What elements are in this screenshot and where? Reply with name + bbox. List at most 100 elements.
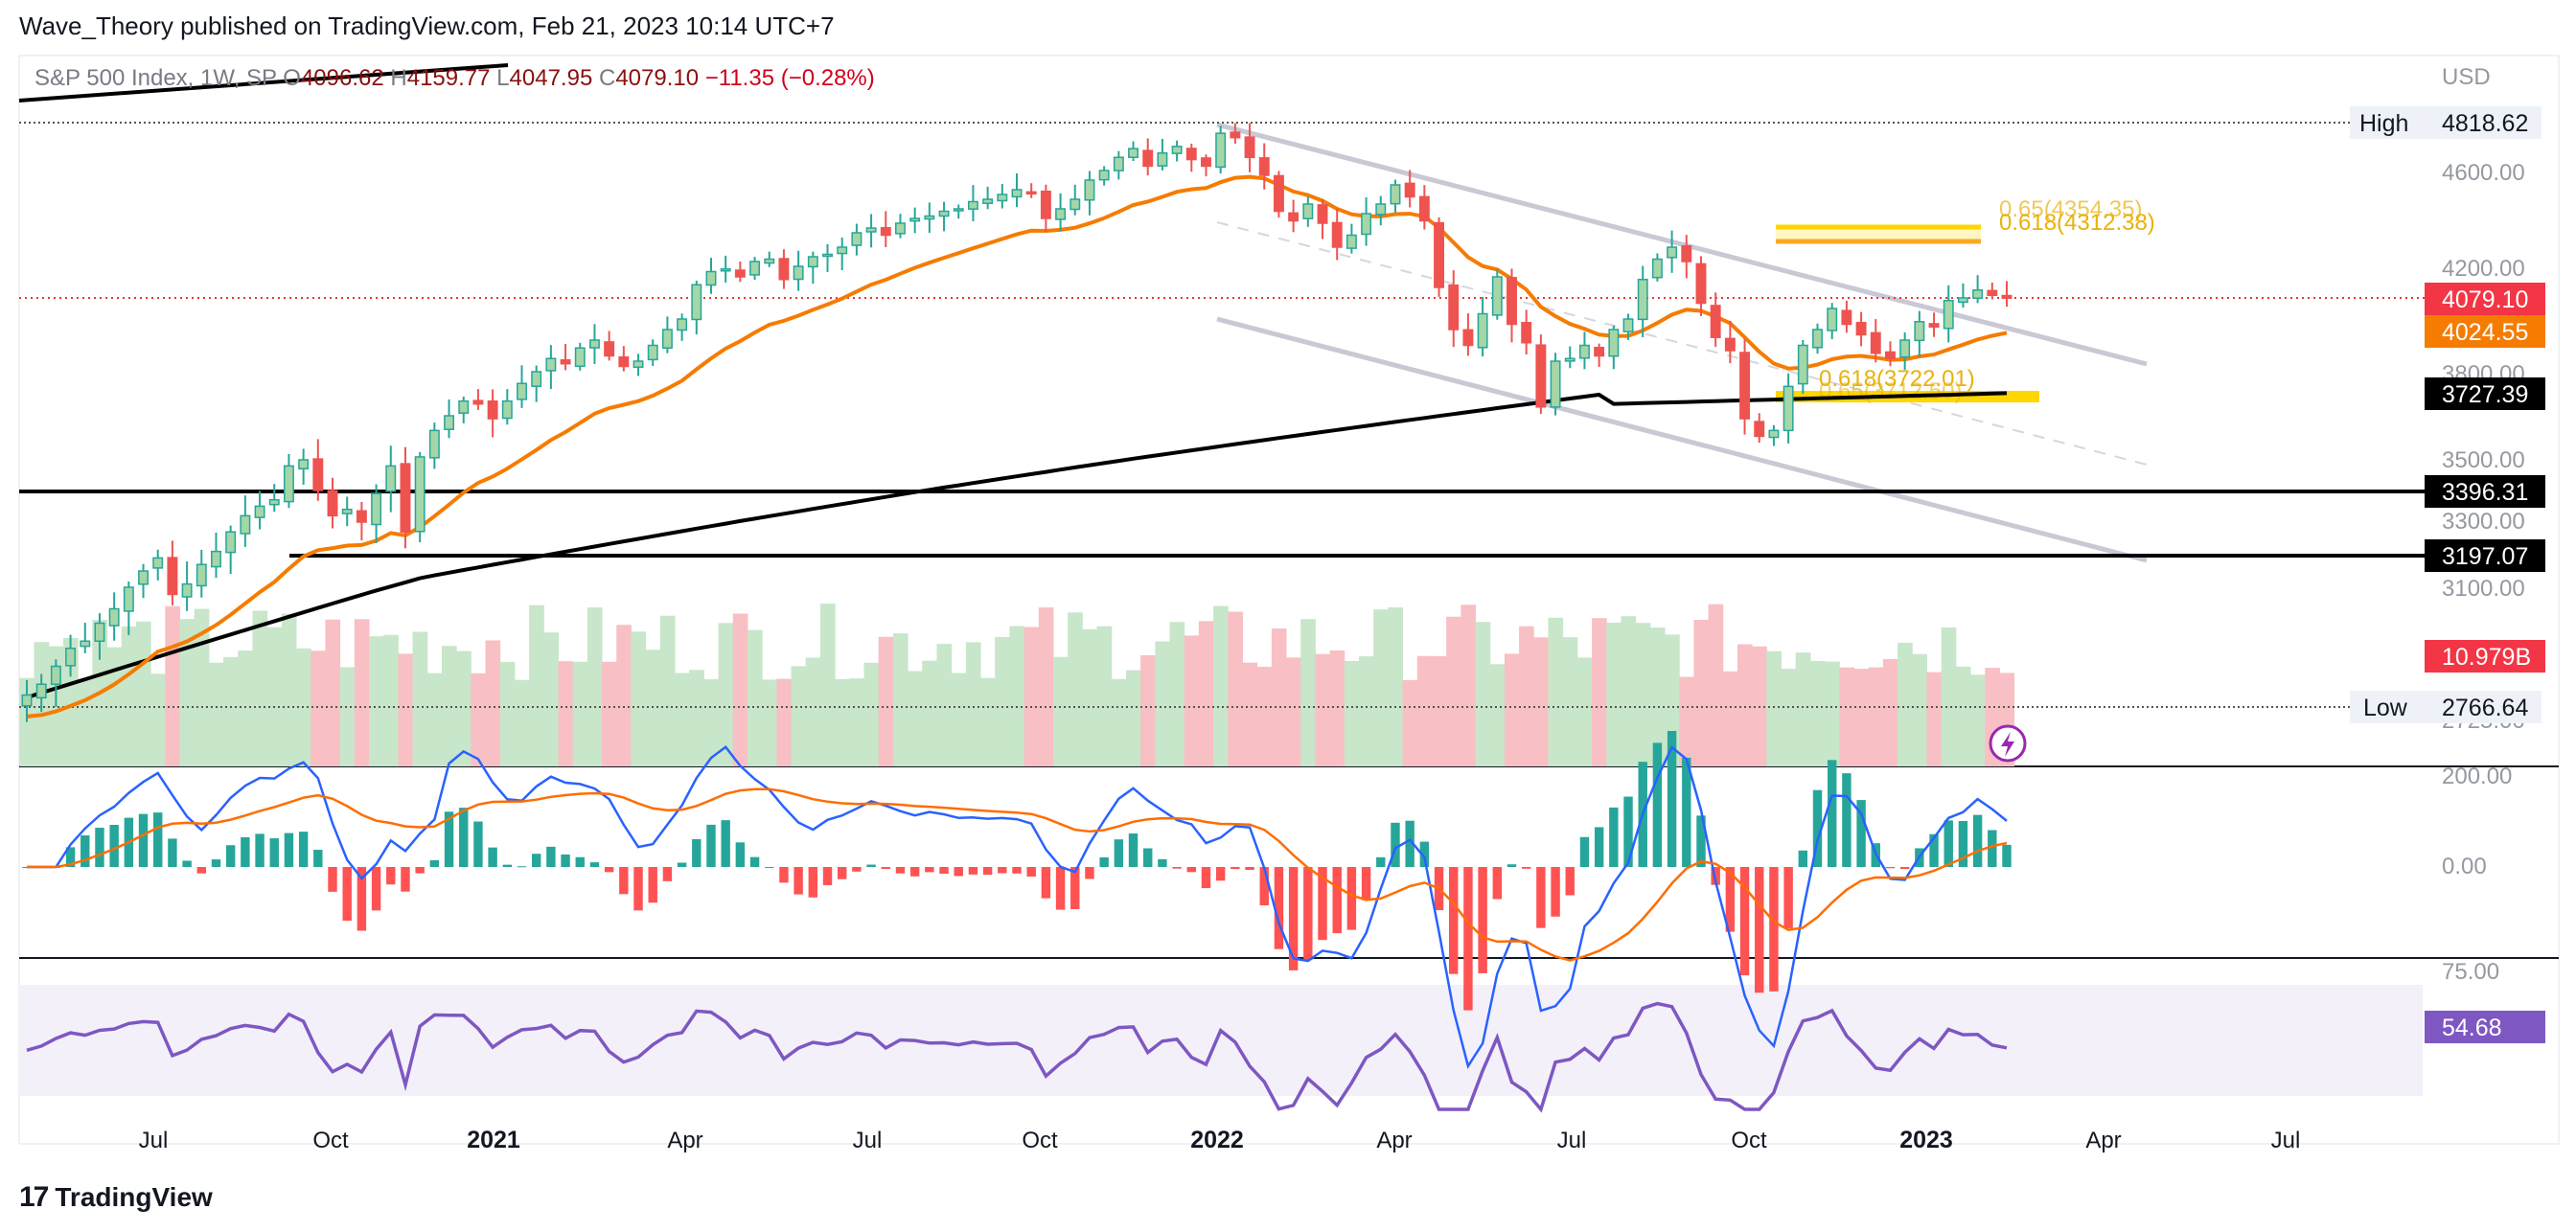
candle[interactable] — [560, 344, 571, 371]
candle[interactable] — [1113, 150, 1124, 180]
candle[interactable] — [851, 223, 862, 256]
candle[interactable] — [1084, 171, 1095, 216]
candle[interactable] — [517, 365, 527, 408]
horizontal-levels[interactable] — [18, 63, 2425, 708]
candle[interactable] — [1957, 283, 1968, 308]
candle[interactable] — [734, 261, 746, 283]
candle[interactable] — [108, 592, 120, 641]
ema-50-line[interactable] — [26, 174, 2008, 719]
candle[interactable] — [618, 346, 630, 372]
macd-line[interactable] — [27, 744, 2008, 1069]
candle[interactable] — [807, 251, 818, 285]
candle[interactable] — [356, 501, 367, 540]
trendline-top-left[interactable] — [18, 63, 509, 103]
macd-signal-line[interactable] — [27, 787, 2008, 962]
symbol-legend[interactable]: S&P 500 Index, 1W, SP O4096.62 H4159.77 … — [34, 65, 875, 92]
candle[interactable] — [1491, 269, 1503, 320]
candle[interactable] — [1899, 332, 1911, 371]
candle[interactable] — [341, 496, 353, 527]
candle[interactable] — [283, 453, 294, 509]
candle[interactable] — [1695, 256, 1707, 316]
candle[interactable] — [837, 237, 848, 271]
candle[interactable] — [1273, 171, 1284, 218]
candle[interactable] — [428, 422, 440, 469]
candle[interactable] — [1812, 323, 1823, 354]
flash-icon[interactable] — [1989, 724, 2027, 763]
candle[interactable] — [65, 634, 77, 677]
candle[interactable] — [632, 354, 644, 376]
candle[interactable] — [749, 257, 761, 281]
candle[interactable] — [574, 342, 586, 371]
candle[interactable] — [2001, 281, 2012, 308]
candle[interactable] — [152, 549, 164, 581]
candle[interactable] — [1928, 312, 1940, 337]
channel-upper-line[interactable] — [1216, 122, 2148, 367]
candle[interactable] — [1987, 282, 1998, 300]
candle[interactable] — [1128, 141, 1138, 162]
candle[interactable] — [1025, 183, 1037, 198]
candle[interactable] — [1215, 125, 1227, 174]
trend-channel[interactable] — [1216, 122, 2148, 563]
candle[interactable] — [298, 448, 310, 485]
candle[interactable] — [225, 525, 237, 575]
candle[interactable] — [1594, 343, 1605, 367]
candle[interactable] — [793, 250, 804, 291]
candle[interactable] — [385, 445, 397, 513]
candle[interactable] — [487, 389, 498, 438]
candle[interactable] — [1404, 170, 1415, 208]
candle[interactable] — [1448, 270, 1460, 348]
candle[interactable] — [21, 679, 33, 722]
candle[interactable] — [545, 345, 557, 390]
candle[interactable] — [1244, 123, 1255, 172]
sma-200-path[interactable] — [26, 391, 2008, 699]
candle[interactable] — [1258, 143, 1270, 190]
candle[interactable] — [1754, 413, 1765, 444]
candle[interactable] — [1157, 138, 1168, 171]
candle[interactable] — [1361, 197, 1372, 246]
candle[interactable] — [312, 439, 324, 501]
candle[interactable] — [1855, 311, 1867, 347]
candle[interactable] — [1346, 223, 1357, 254]
sma-200-line[interactable] — [26, 391, 2008, 699]
candle[interactable] — [1739, 338, 1751, 435]
candle[interactable] — [531, 365, 542, 402]
candle[interactable] — [181, 561, 193, 611]
channel-lower-line[interactable] — [1216, 316, 2148, 563]
candle[interactable] — [1390, 179, 1401, 213]
candle[interactable] — [1098, 166, 1110, 186]
candle[interactable] — [880, 211, 891, 247]
macd-pane[interactable] — [22, 730, 2012, 1069]
candle[interactable] — [997, 183, 1008, 209]
candle[interactable] — [647, 339, 658, 367]
candle[interactable] — [50, 659, 61, 707]
candle[interactable] — [196, 549, 207, 598]
candle[interactable] — [677, 313, 688, 341]
candle[interactable] — [661, 316, 673, 354]
candle[interactable] — [764, 251, 775, 267]
rsi-line[interactable] — [26, 1001, 2008, 1113]
candle[interactable] — [80, 623, 91, 653]
candle[interactable] — [444, 399, 455, 439]
candle[interactable] — [1870, 319, 1881, 363]
candle[interactable] — [1667, 230, 1678, 273]
candle[interactable] — [1782, 373, 1794, 444]
candle[interactable] — [414, 451, 426, 542]
candle[interactable] — [691, 280, 702, 335]
candle[interactable] — [327, 477, 338, 529]
candle[interactable] — [1550, 353, 1561, 416]
candle[interactable] — [1185, 143, 1197, 172]
candle[interactable] — [472, 389, 484, 410]
candle[interactable] — [400, 446, 411, 549]
candle[interactable] — [138, 563, 149, 599]
candle[interactable] — [211, 533, 221, 579]
candle[interactable] — [1622, 313, 1634, 340]
candle[interactable] — [1578, 331, 1590, 370]
candle[interactable] — [1768, 424, 1780, 446]
candle[interactable] — [1710, 292, 1721, 347]
candle[interactable] — [240, 495, 251, 547]
candle[interactable] — [167, 540, 178, 605]
candle[interactable] — [1608, 325, 1620, 370]
candle[interactable] — [924, 202, 935, 234]
fib-zones[interactable]: 0.65(4354.35) 0.618(4312.38) 0.65(3712.5… — [1776, 196, 2155, 404]
